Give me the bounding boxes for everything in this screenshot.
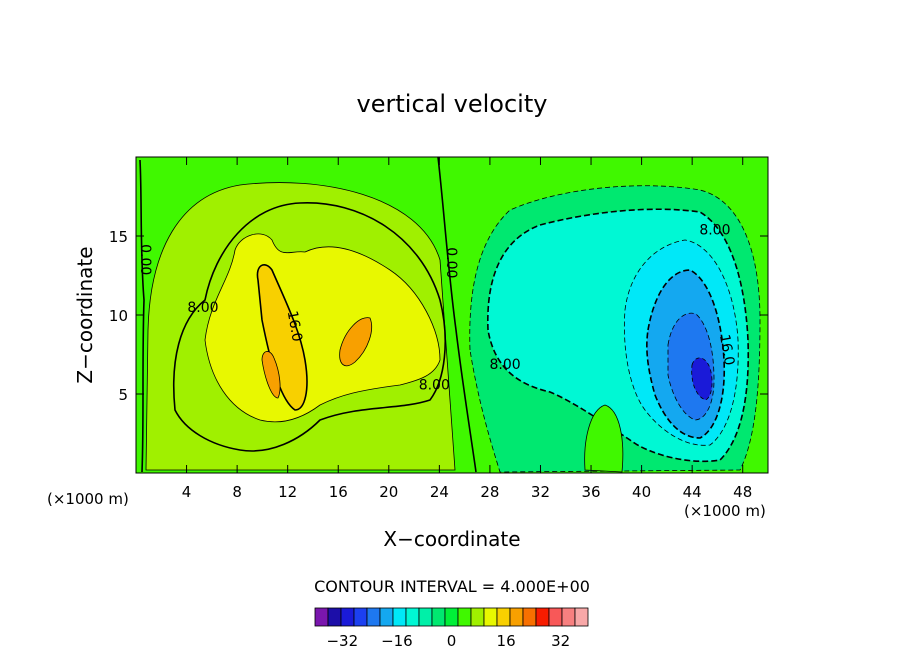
zero-contour-mid	[437, 157, 477, 473]
contour-label: 8.00	[699, 223, 730, 239]
colorbar-swatch	[457, 607, 472, 627]
velocity-field	[136, 157, 768, 473]
x-tick-label: 20	[379, 483, 398, 501]
contour-label: 0.00	[137, 244, 153, 275]
y-axis-ticks: 5 10 15	[109, 228, 768, 404]
colorbar	[314, 607, 589, 627]
x-tick-label: 48	[733, 483, 752, 501]
chart-title: vertical velocity	[357, 90, 548, 118]
y-tick-label: 10	[109, 307, 128, 325]
colorbar-swatch	[522, 607, 537, 627]
colorbar-swatch	[340, 607, 355, 627]
y-tick-label: 15	[109, 228, 128, 246]
colorbar-swatch	[574, 607, 589, 627]
colorbar-swatch	[379, 607, 394, 627]
colorbar-swatch	[470, 607, 485, 627]
x-tick-label: 8	[232, 483, 242, 501]
updraft-core-20	[261, 351, 281, 399]
colorbar-swatch	[548, 607, 563, 627]
colorbar-tick-labels: −32 −16 0 16 32	[326, 632, 570, 650]
contour-label: 0.00	[443, 247, 459, 278]
colorbar-swatch	[392, 607, 407, 627]
x-unit-label-left: (×1000 m)	[47, 490, 129, 508]
x-tick-label: 40	[632, 483, 651, 501]
x-tick-label: 28	[480, 483, 499, 501]
contour-interval-text: CONTOUR INTERVAL = 4.000E+00	[314, 577, 590, 596]
zero-contour-left	[139, 159, 145, 473]
colorbar-swatch	[353, 607, 368, 627]
colorbar-swatch	[366, 607, 381, 627]
colorbar-swatch	[444, 607, 459, 627]
downdraft-core	[691, 357, 713, 401]
contour-label: 8.00	[419, 378, 450, 394]
x-axis-label: X−coordinate	[383, 527, 520, 551]
updraft-secondary	[339, 317, 372, 367]
colorbar-swatch	[483, 607, 498, 627]
x-tick-label: 16	[329, 483, 348, 501]
y-tick-label: 5	[118, 386, 128, 404]
colorbar-tick-label: 0	[447, 632, 457, 650]
contour-label: 16.0	[716, 333, 737, 366]
x-tick-label: 4	[182, 483, 192, 501]
colorbar-tick-label: 32	[551, 632, 570, 650]
colorbar-swatch	[405, 607, 420, 627]
colorbar-swatch	[496, 607, 511, 627]
colorbar-swatch	[431, 607, 446, 627]
contour-label: 8.00	[490, 357, 521, 373]
x-tick-label: 12	[278, 483, 297, 501]
y-axis-label: Z−coordinate	[73, 246, 97, 383]
contour-label: 16.0	[284, 309, 305, 342]
x-tick-label: 44	[683, 483, 702, 501]
colorbar-tick-label: −32	[326, 632, 358, 650]
colorbar-swatch	[314, 607, 329, 627]
colorbar-tick-label: −16	[381, 632, 413, 650]
colorbar-swatch	[535, 607, 550, 627]
x-tick-label: 24	[430, 483, 449, 501]
colorbar-swatch	[418, 607, 433, 627]
green-patch	[584, 404, 624, 473]
contour-label: 8.00	[187, 300, 218, 316]
x-unit-label-right: (×1000 m)	[684, 502, 766, 520]
contour-labels: 0.00 8.00 16.0 8.00 0.00 8.00 8.00 16.0	[137, 223, 737, 394]
x-tick-label: 36	[581, 483, 600, 501]
colorbar-swatch	[509, 607, 524, 627]
colorbar-swatch	[561, 607, 576, 627]
colorbar-tick-label: 16	[497, 632, 516, 650]
x-tick-label: 32	[531, 483, 550, 501]
x-axis-ticks: 4 8 12 16 20 24 28 32 36 40 44 48	[182, 157, 752, 501]
colorbar-swatch	[327, 607, 342, 627]
